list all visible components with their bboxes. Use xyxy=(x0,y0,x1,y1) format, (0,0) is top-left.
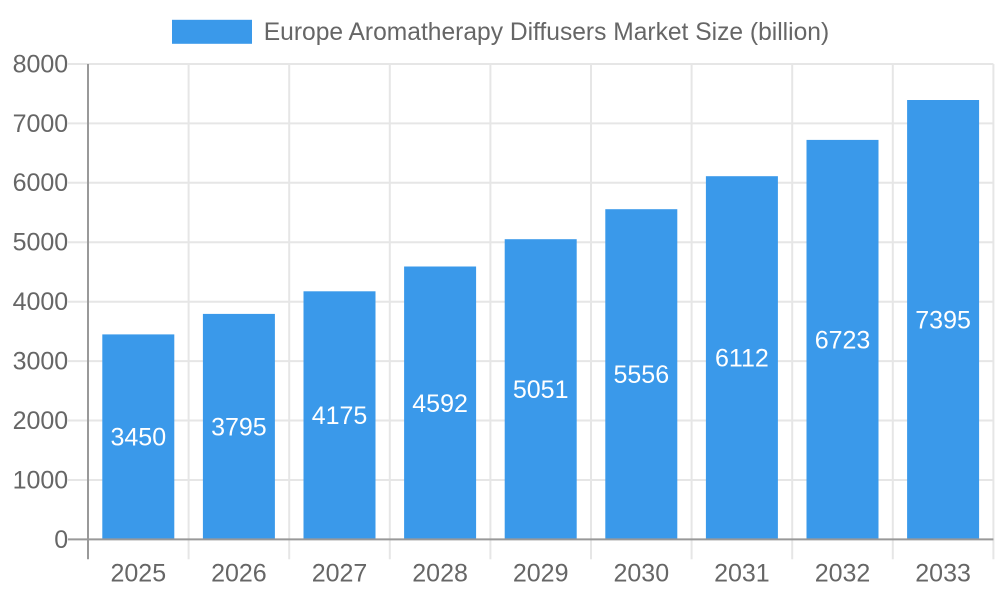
svg-text:2032: 2032 xyxy=(815,560,871,588)
svg-text:0: 0 xyxy=(54,526,68,554)
svg-text:6000: 6000 xyxy=(13,169,69,197)
svg-text:2029: 2029 xyxy=(513,560,569,588)
svg-text:3000: 3000 xyxy=(13,348,69,376)
svg-text:2028: 2028 xyxy=(412,560,468,588)
svg-text:2026: 2026 xyxy=(211,560,267,588)
svg-text:2030: 2030 xyxy=(613,560,669,588)
svg-text:2025: 2025 xyxy=(110,560,166,588)
svg-text:5556: 5556 xyxy=(613,361,669,389)
svg-text:4175: 4175 xyxy=(312,402,368,430)
svg-text:7395: 7395 xyxy=(915,307,971,335)
svg-text:2027: 2027 xyxy=(312,560,368,588)
svg-text:4000: 4000 xyxy=(13,288,69,316)
svg-text:Europe Aromatherapy Diffusers: Europe Aromatherapy Diffusers Market Siz… xyxy=(264,19,829,46)
svg-text:6112: 6112 xyxy=(715,345,769,373)
svg-text:6723: 6723 xyxy=(815,326,871,354)
svg-text:2000: 2000 xyxy=(13,407,69,435)
svg-text:7000: 7000 xyxy=(13,110,69,138)
svg-text:3795: 3795 xyxy=(211,413,267,441)
svg-text:2031: 2031 xyxy=(714,560,770,588)
svg-text:5000: 5000 xyxy=(13,229,69,257)
svg-text:1000: 1000 xyxy=(13,466,69,494)
svg-text:3450: 3450 xyxy=(110,424,166,452)
svg-text:4592: 4592 xyxy=(412,390,468,418)
svg-text:2033: 2033 xyxy=(915,560,971,588)
svg-text:8000: 8000 xyxy=(13,50,69,78)
svg-text:5051: 5051 xyxy=(513,376,569,404)
